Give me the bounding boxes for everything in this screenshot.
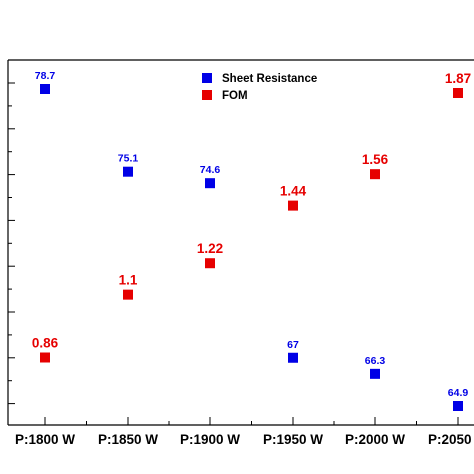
fom-data-label: 0.86 [32, 336, 59, 351]
legend-label-fom: FOM [222, 90, 248, 102]
x-tick-label: P:1900 W [180, 432, 240, 447]
legend-marker-fom [202, 90, 212, 100]
sheet-resistance-data-label: 67 [287, 339, 299, 351]
sheet-resistance-marker [205, 178, 215, 189]
sheet-resistance-data-label: 66.3 [365, 355, 386, 367]
x-tick-label: P:2050 W [428, 432, 474, 447]
fom-marker [370, 169, 380, 180]
sheet-resistance-marker [453, 401, 463, 411]
legend-label-sheet-resistance: Sheet Resistance [222, 73, 317, 85]
fom-marker [40, 352, 50, 363]
sheet-resistance-marker [370, 368, 380, 379]
sheet-resistance-data-label: 74.6 [200, 164, 221, 176]
sheet-resistance-marker [40, 84, 50, 94]
x-tick-label: P:1800 W [15, 432, 75, 447]
fom-data-label: 1.56 [362, 152, 389, 167]
sheet-resistance-data-label: 78.7 [35, 70, 56, 82]
sheet-resistance-data-label: 75.1 [118, 153, 139, 165]
series-layer: 78.7 75.1 74.6 67 66.3 64.9 0.86 1.1 1.22 1.44 1.5… [32, 70, 471, 411]
fom-marker [123, 289, 133, 300]
fom-data-label: 1.44 [280, 184, 307, 199]
sheet-resistance-marker [123, 166, 133, 177]
sheet-resistance-data-label: 64.9 [448, 387, 469, 399]
fom-data-label: 1.22 [197, 241, 223, 256]
fom-data-label: 1.87 [445, 71, 471, 86]
sheet-resistance-series: 78.7 75.1 74.6 67 66.3 64.9 [35, 70, 469, 411]
fom-marker [288, 200, 298, 211]
sheet-resistance-marker [288, 352, 298, 363]
x-tick-label: P:2000 W [345, 432, 405, 447]
fom-marker [453, 88, 463, 98]
x-ticks: P:1800 W P:1850 W P:1900 W P:1950 W P:2000 W… [15, 417, 474, 447]
legend-marker-sheet-resistance [202, 73, 212, 83]
fom-data-label: 1.1 [119, 273, 138, 288]
x-tick-label: P:1850 W [98, 432, 158, 447]
axes [7, 59, 474, 426]
fom-series: 0.86 1.1 1.22 1.44 1.56 1.87 [32, 71, 471, 363]
fom-marker [205, 258, 215, 269]
legend: Sheet Resistance FOM [202, 73, 317, 102]
x-tick-label: P:1950 W [263, 432, 323, 447]
